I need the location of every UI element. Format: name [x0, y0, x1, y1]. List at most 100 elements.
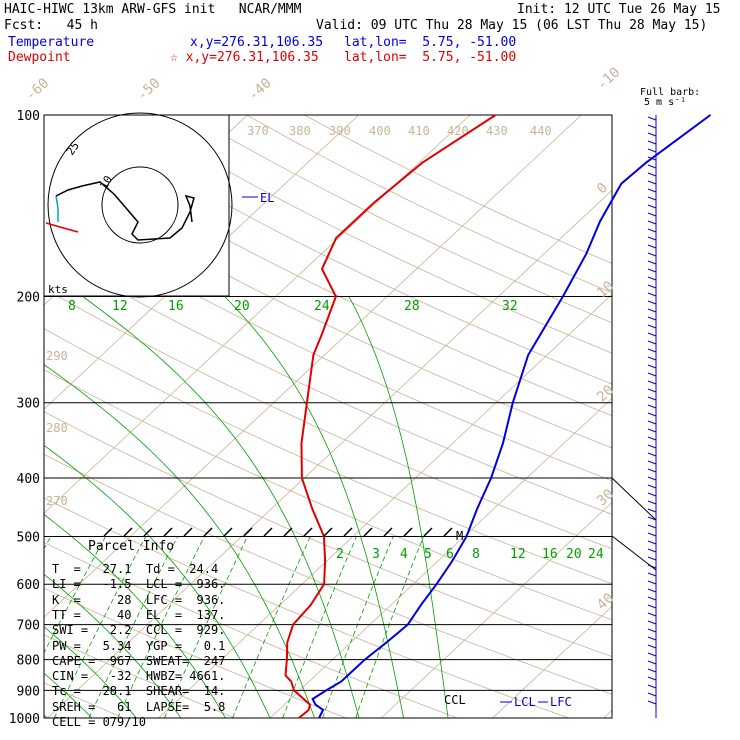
isotherm-line [158, 293, 612, 718]
hatch-mark [183, 527, 193, 537]
init-time: Init: 12 UTC Tue 26 May 15 [517, 2, 721, 17]
wind-barb [647, 300, 657, 305]
hatch-mark [303, 527, 313, 537]
mixing-ratio-label: 20 [566, 547, 582, 562]
dewpoint-profile-line [284, 114, 497, 719]
temperature-point [322, 709, 324, 711]
annotation-lfc: LFC [550, 695, 572, 709]
hatch-mark [123, 527, 133, 537]
dry-adiabat [73, 115, 612, 385]
temperature-point [512, 402, 514, 404]
saturated-adiabat-label: 24 [314, 299, 330, 314]
wind-barb [647, 676, 657, 681]
dewpoint-point [285, 674, 286, 676]
wind-barb [647, 620, 657, 625]
temperature-point [490, 477, 492, 479]
dewpoint-point [301, 442, 302, 444]
temperature-point [407, 624, 409, 626]
pressure-tick-label: 400 [17, 472, 40, 487]
legend-dewpoint: Dewpoint [8, 50, 71, 65]
isotherm-label: 0 [594, 180, 611, 198]
dewpoint-point [311, 508, 313, 510]
wind-barb [647, 388, 657, 393]
dry-adiabat [188, 115, 612, 324]
parcel-info-row: LI = -1.5 LCL = 936. [52, 577, 226, 592]
pressure-tick-label: 300 [17, 397, 40, 412]
isotherm-label: -40 [245, 75, 275, 104]
hatch-mark [163, 527, 173, 537]
wind-barb [647, 356, 657, 361]
wind-barb [647, 572, 657, 577]
parcel-info-row: PW = 5.34 YGP = 0.1 [52, 638, 226, 653]
temperature-point [347, 674, 349, 676]
mixing-ratio-label: 4 [400, 547, 408, 562]
saturated-adiabat [0, 297, 3, 719]
wind-barb [647, 492, 657, 497]
wind-barb [647, 652, 657, 657]
temperature-point [620, 183, 622, 185]
dewpoint-point [308, 709, 310, 711]
hatch-mark [103, 527, 113, 537]
mixing-ratio-line [322, 536, 394, 718]
dewpoint-point [335, 296, 337, 297]
parcel-info-row: TT = 40 EL = 137. [52, 607, 226, 622]
parcel-info-title: Parcel Info [88, 539, 175, 554]
wind-barb [647, 524, 657, 529]
dewpoint-point [301, 477, 303, 479]
wind-barb [647, 604, 657, 609]
isotherm-line [44, 115, 471, 514]
mixing-ratio-line [88, 536, 179, 718]
wind-barb [647, 684, 657, 689]
wind-barb [647, 164, 657, 169]
hatch-mark [403, 527, 413, 537]
isotherm-label: 10 [594, 278, 617, 301]
temperature-point [420, 604, 422, 606]
dewpoint-point [495, 114, 497, 116]
temperature-point [476, 508, 478, 510]
temperature-point [502, 442, 504, 444]
temperature-point [325, 689, 327, 691]
wind-barb [647, 204, 657, 209]
dewpoint-point [323, 583, 325, 585]
wind-barb [647, 196, 657, 201]
wind-barb [647, 212, 657, 217]
wind-barb [647, 340, 657, 345]
annotation-el: EL [260, 191, 274, 205]
dewpoint-point [303, 698, 305, 700]
wind-barb [647, 348, 657, 353]
dewpoint-point [286, 659, 288, 661]
hatch-mark [143, 527, 153, 537]
legend-temperature: Temperature [8, 35, 95, 50]
mixing-ratio-label: 2 [336, 547, 344, 562]
annotation-lcl: LCL [514, 695, 536, 709]
hodograph-frame [43, 114, 230, 297]
temperature-point [315, 704, 316, 706]
wind-barb [647, 436, 657, 441]
mixing-ratio-label: 12 [510, 547, 526, 562]
isotherm-line [715, 115, 740, 718]
dewpoint-point [321, 332, 323, 334]
wind-barb [647, 132, 657, 137]
dewpoint-point [286, 642, 288, 644]
wind-barb [647, 284, 657, 289]
dewpoint-point [292, 624, 294, 626]
series-temperature [311, 114, 711, 719]
forecast-hour: Fcst: 45 h [4, 18, 98, 33]
dewpoint-point [335, 237, 337, 239]
saturated-adiabat-label: 12 [112, 299, 128, 314]
mixing-ratio-label: 3 [372, 547, 380, 562]
dry-adiabat [44, 132, 612, 417]
wind-barb [647, 124, 657, 129]
wind-barb [647, 556, 657, 561]
dewpoint-point [293, 689, 295, 691]
valid-time: Valid: 09 UTC Thu 28 May 15 (06 LST Thu … [316, 18, 708, 33]
wind-barb [647, 116, 657, 121]
isotherm-label: 30 [594, 486, 617, 509]
hodograph-trace [55, 181, 195, 241]
theta-label: 420 [447, 124, 469, 138]
hodograph-segment-cyan [55, 195, 59, 222]
wind-barb [647, 172, 657, 177]
hodograph-segment-red [45, 222, 79, 233]
wind-barb [647, 188, 657, 193]
hatch-mark [383, 527, 393, 537]
